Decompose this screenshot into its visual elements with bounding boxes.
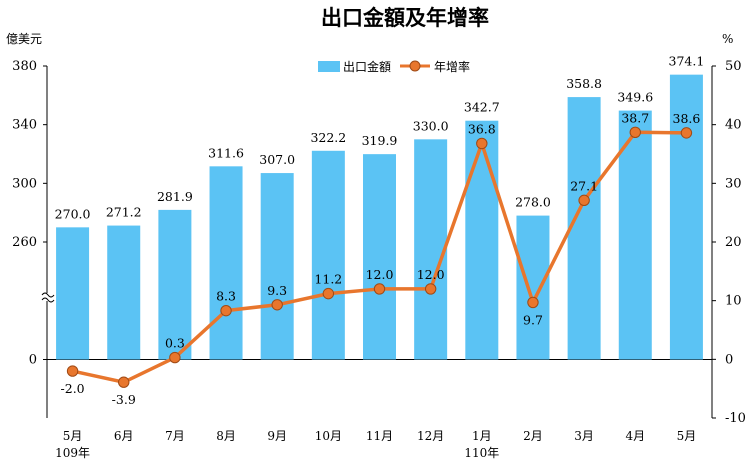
growth-point	[373, 283, 386, 295]
export-bar	[260, 173, 294, 360]
legend-bar-swatch	[318, 61, 340, 72]
growth-value-label: -2.0	[61, 381, 85, 396]
x-year-label: 110年	[464, 446, 499, 460]
growth-value-label: 12.0	[366, 267, 394, 282]
right-tick-label: 40	[725, 118, 742, 133]
growth-value-label: 11.2	[314, 272, 342, 287]
growth-point	[476, 137, 488, 150]
export-bar	[56, 227, 90, 360]
x-tick-label: 4月	[625, 429, 645, 443]
export-bar	[363, 154, 396, 360]
bar-value-label: 322.2	[310, 130, 346, 145]
growth-value-label: -3.9	[112, 392, 136, 407]
right-tick-label: 10	[725, 294, 742, 309]
x-tick-label: 2月	[523, 429, 543, 443]
export-bar	[516, 215, 550, 360]
bar-value-label: 278.0	[515, 195, 551, 210]
growth-value-label: 27.1	[570, 178, 598, 193]
right-tick-label: 50	[725, 59, 742, 74]
bar-value-label: 330.0	[413, 118, 449, 133]
axes: 0 260 300 340 380 -10 0 10 20 30 40 50 5月 109年 6月 7月 8月 9…	[12, 59, 746, 460]
growth-point	[578, 194, 590, 207]
export-bar	[618, 110, 652, 360]
x-tick-label: 11月	[366, 429, 393, 443]
left-tick-label: 380	[12, 59, 37, 74]
growth-point	[527, 296, 539, 309]
export-bar	[107, 225, 141, 360]
growth-value-label: 9.7	[523, 312, 543, 327]
export-bar	[567, 97, 601, 360]
growth-point	[118, 376, 130, 388]
growth-point	[680, 127, 693, 139]
data-labels: 270.0 271.2 281.9 311.6 307.0 322.2 319.9 330.0…	[55, 54, 705, 408]
export-bar	[414, 139, 448, 360]
growth-point	[629, 126, 641, 138]
bar-value-label: 281.9	[157, 189, 193, 204]
left-axis-unit: 億美元	[6, 32, 42, 46]
x-tick-label: 8月	[216, 429, 236, 443]
export-bar	[465, 120, 499, 360]
left-tick-label: 260	[12, 235, 37, 250]
bar-value-label: 307.0	[259, 152, 295, 167]
legend-line-marker	[409, 60, 421, 72]
growth-point	[220, 304, 232, 317]
x-tick-label: 1月	[472, 429, 492, 443]
growth-value-label: 12.0	[417, 267, 445, 282]
legend: 出口金額 年增率	[318, 59, 470, 74]
bars	[56, 74, 703, 360]
export-bar	[669, 74, 703, 360]
x-tick-label: 10月	[315, 429, 342, 443]
x-tick-label: 5月	[63, 429, 83, 443]
growth-value-label: 9.3	[267, 283, 287, 298]
x-tick-label: 7月	[165, 429, 185, 443]
growth-point	[424, 283, 437, 295]
x-year-label: 109年	[55, 446, 90, 460]
growth-value-label: 0.3	[165, 336, 185, 351]
bar-value-label: 374.1	[669, 54, 705, 69]
growth-value-label: 36.8	[468, 121, 496, 136]
left-tick-label: 0	[29, 353, 37, 368]
left-tick-label: 300	[12, 176, 37, 191]
growth-point	[169, 351, 181, 364]
bar-value-label: 319.9	[362, 133, 398, 148]
right-tick-label: 20	[725, 235, 742, 250]
x-tick-label: 12月	[417, 429, 444, 443]
axis-break-mark	[41, 292, 55, 303]
growth-value-label: 38.6	[673, 111, 701, 126]
x-tick-label: 6月	[114, 429, 134, 443]
x-tick-label: 5月	[677, 429, 697, 443]
right-tick-label: 30	[725, 176, 742, 191]
growth-value-label: 38.7	[621, 110, 649, 125]
bar-value-label: 342.7	[464, 100, 500, 115]
bar-value-label: 358.8	[566, 76, 602, 91]
x-tick-label: 9月	[267, 429, 287, 443]
export-bar	[311, 150, 345, 360]
right-tick-label: -10	[725, 411, 746, 426]
export-bar	[209, 166, 243, 360]
legend-line-label: 年增率	[434, 59, 470, 74]
growth-point	[322, 287, 335, 300]
bar-value-label: 349.6	[617, 90, 653, 105]
bar-value-label: 271.2	[106, 205, 142, 220]
legend-bar-label: 出口金額	[343, 59, 391, 74]
bar-value-label: 270.0	[55, 206, 91, 221]
right-axis-unit: %	[722, 32, 733, 46]
chart-title: 出口金額及年增率	[321, 5, 489, 30]
export-bar	[158, 209, 192, 360]
left-tick-label: 340	[12, 118, 37, 133]
growth-value-label: 8.3	[216, 289, 236, 304]
growth-line	[66, 126, 693, 388]
growth-point	[271, 299, 283, 311]
bar-value-label: 311.6	[208, 145, 244, 160]
right-tick-label: 0	[725, 352, 733, 367]
x-tick-label: 3月	[574, 429, 594, 443]
growth-point	[66, 365, 79, 377]
